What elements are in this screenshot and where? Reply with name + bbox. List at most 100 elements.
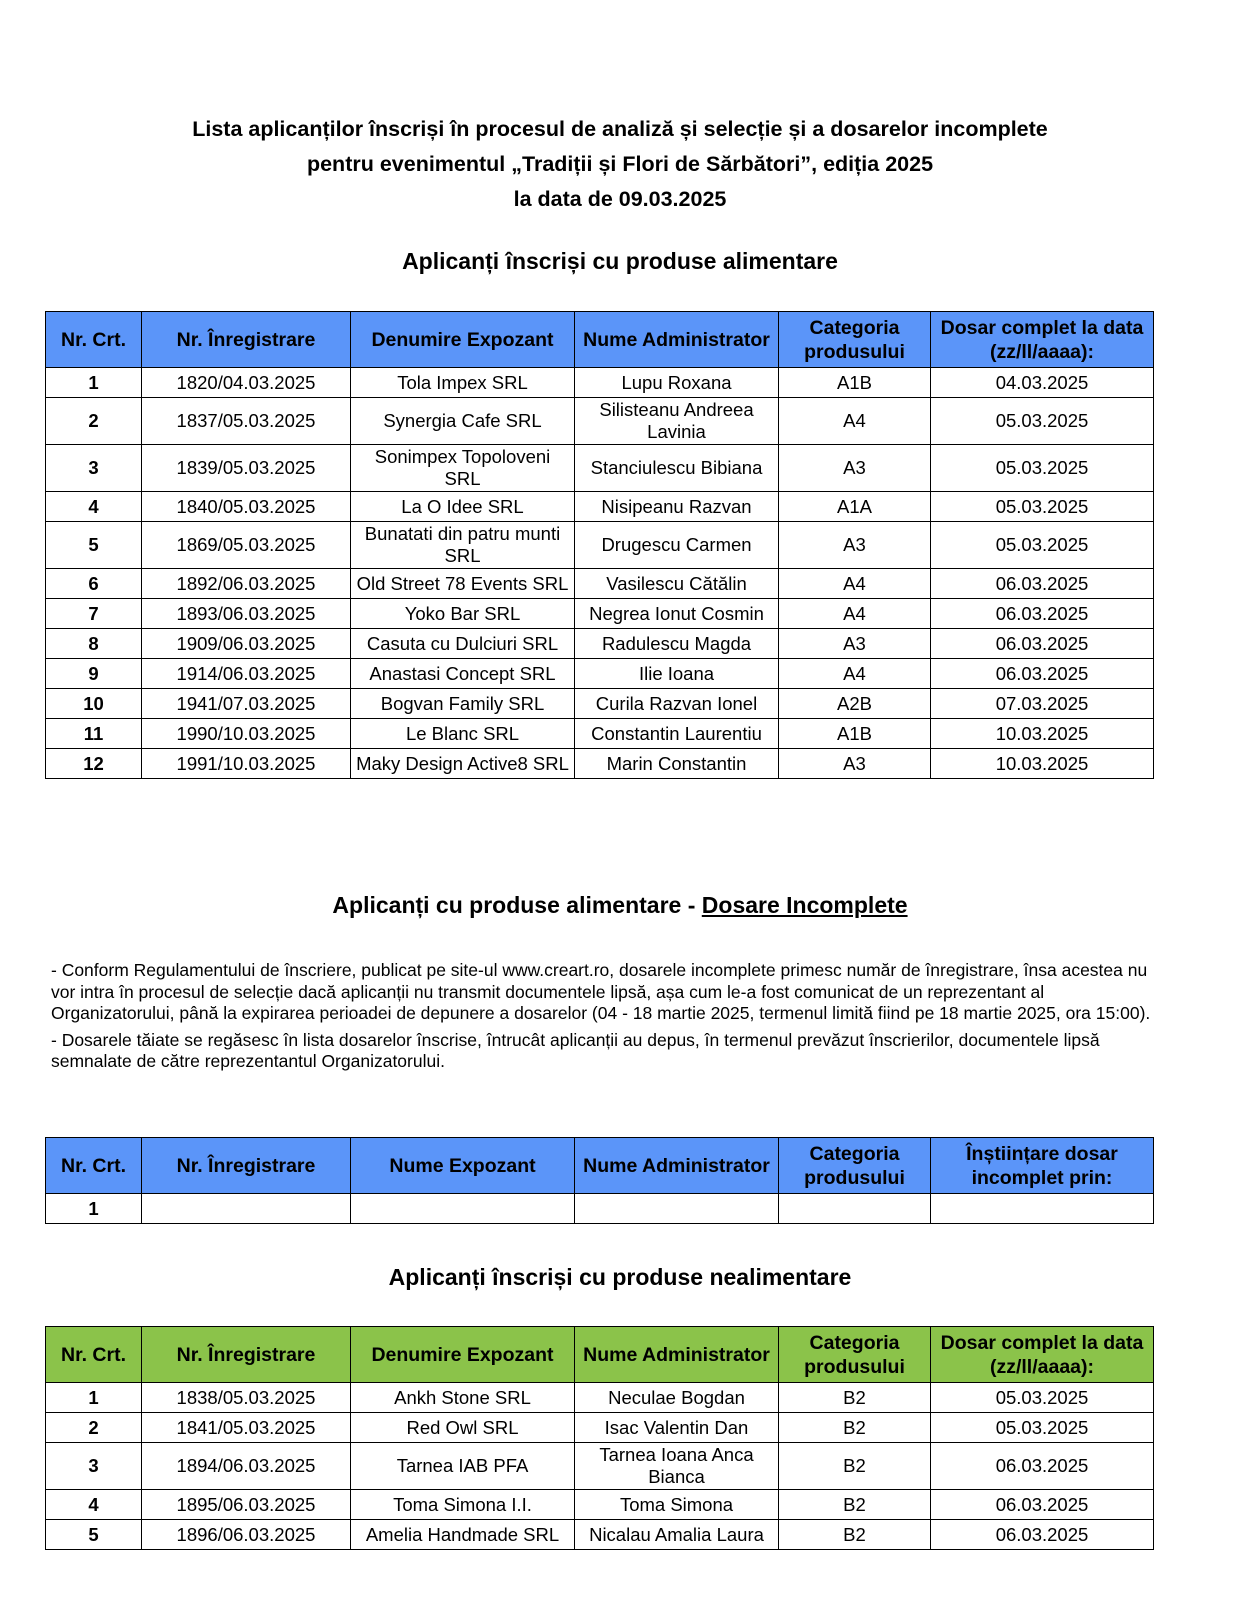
cell-row-number: 10 — [45, 688, 142, 719]
cell-product-category: B2 — [778, 1489, 931, 1520]
cell-status-date: 06.03.2025 — [930, 568, 1154, 599]
cell-product-category: A3 — [778, 748, 931, 779]
table-row: 3 1894/06.03.2025 Tarnea IAB PFA Tarnea Ioa… — [45, 1442, 1154, 1490]
incomplete-section-heading: Aplicanți cu produse alimentare - Dosare… — [0, 892, 1240, 919]
title-line-1: Lista aplicanților înscriși în procesul … — [192, 117, 1048, 141]
table-header-row: Nr. Crt. Nr. Înregistrare Denumire Expozan… — [45, 1326, 1154, 1383]
column-header-product-category: Categoria produsului — [778, 1137, 931, 1194]
heading-underlined: Dosare Incomplete — [701, 892, 908, 918]
column-header-administrator-name: Nume Administrator — [574, 1137, 779, 1194]
column-header-exhibitor-name: Denumire Expozant — [350, 1326, 575, 1383]
column-header-row-number: Nr. Crt. — [45, 1326, 142, 1383]
cell-administrator-name: Nisipeanu Razvan — [574, 491, 779, 522]
cell-row-number: 5 — [45, 1519, 142, 1550]
cell-registration-number: 1991/10.03.2025 — [141, 748, 351, 779]
cell-exhibitor-name: Amelia Handmade SRL — [350, 1519, 575, 1550]
cell-row-number: 7 — [45, 598, 142, 629]
cell-product-category: A3 — [778, 521, 931, 569]
cell-exhibitor-name: Tarnea IAB PFA — [350, 1442, 575, 1490]
column-header-row-number: Nr. Crt. — [45, 1137, 142, 1194]
cell-product-category: A3 — [778, 444, 931, 492]
table-row: 9 1914/06.03.2025 Anastasi Concept SRL Ilie… — [45, 658, 1154, 689]
food-applicants-table: Nr. Crt. Nr. Înregistrare Denumire Expozan… — [45, 311, 1154, 779]
table-row: 12 1991/10.03.2025 Maky Design Active8 SRL… — [45, 748, 1154, 779]
cell-row-number: 6 — [45, 568, 142, 599]
table-row: 8 1909/06.03.2025 Casuta cu Dulciuri SRL Ra… — [45, 628, 1154, 659]
cell-product-category: B2 — [778, 1382, 931, 1413]
cell-row-number: 12 — [45, 748, 142, 779]
table-header-row: Nr. Crt. Nr. Înregistrare Denumire Expozan… — [45, 311, 1154, 368]
cell-administrator-name: Isac Valentin Dan — [574, 1412, 779, 1443]
table-row: 10 1941/07.03.2025 Bogvan Family SRL Curila… — [45, 688, 1154, 719]
cell-row-number: 1 — [45, 1382, 142, 1413]
cell-registration-number: 1896/06.03.2025 — [141, 1519, 351, 1550]
cell-registration-number: 1840/05.03.2025 — [141, 491, 351, 522]
title-line-2: pentru evenimentul „Tradiții și Flori de… — [306, 152, 934, 176]
cell-product-category: A4 — [778, 658, 931, 689]
cell-row-number: 2 — [45, 1412, 142, 1443]
table-row: 7 1893/06.03.2025 Yoko Bar SRL Negrea Ionut… — [45, 598, 1154, 629]
cell-administrator-name — [574, 1193, 779, 1224]
title-date-line: la data de 09.03.2025 — [513, 187, 727, 211]
cell-exhibitor-name: Red Owl SRL — [350, 1412, 575, 1443]
cell-status-date: 06.03.2025 — [930, 658, 1154, 689]
cell-status-date: 06.03.2025 — [930, 1489, 1154, 1520]
cell-registration-number: 1941/07.03.2025 — [141, 688, 351, 719]
cell-exhibitor-name: Yoko Bar SRL — [350, 598, 575, 629]
cell-status-date: 07.03.2025 — [930, 688, 1154, 719]
cell-administrator-name: Negrea Ionut Cosmin — [574, 598, 779, 629]
cell-status-date: 06.03.2025 — [930, 598, 1154, 629]
cell-administrator-name: Marin Constantin — [574, 748, 779, 779]
cell-product-category: B2 — [778, 1442, 931, 1490]
cell-administrator-name: Stanciulescu Bibiana — [574, 444, 779, 492]
cell-registration-number: 1914/06.03.2025 — [141, 658, 351, 689]
cell-registration-number: 1837/05.03.2025 — [141, 397, 351, 445]
cell-product-category: A4 — [778, 397, 931, 445]
column-header-product-category: Categoria produsului — [778, 1326, 931, 1383]
column-header-administrator-name: Nume Administrator — [574, 1326, 779, 1383]
cell-registration-number: 1838/05.03.2025 — [141, 1382, 351, 1413]
cell-product-category: A1B — [778, 718, 931, 749]
cell-row-number: 2 — [45, 397, 142, 445]
cell-product-category: B2 — [778, 1412, 931, 1443]
column-header-product-category: Categoria produsului — [778, 311, 931, 368]
table-header-row: Nr. Crt. Nr. Înregistrare Nume Expozant Num… — [45, 1137, 1154, 1194]
table-row: 1 1820/04.03.2025 Tola Impex SRL Lupu Roxan… — [45, 367, 1154, 398]
cell-row-number: 1 — [45, 367, 142, 398]
cell-product-category: B2 — [778, 1519, 931, 1550]
cell-product-category: A4 — [778, 598, 931, 629]
table-row: 2 1841/05.03.2025 Red Owl SRL Isac Valentin… — [45, 1412, 1154, 1443]
cell-row-number: 3 — [45, 1442, 142, 1490]
cell-registration-number: 1869/05.03.2025 — [141, 521, 351, 569]
cell-row-number: 1 — [45, 1193, 142, 1224]
cell-administrator-name: Toma Simona — [574, 1489, 779, 1520]
cell-status-date: 05.03.2025 — [930, 491, 1154, 522]
cell-exhibitor-name: Synergia Cafe SRL — [350, 397, 575, 445]
cell-registration-number: 1990/10.03.2025 — [141, 718, 351, 749]
cell-product-category: A3 — [778, 628, 931, 659]
table-row: 4 1895/06.03.2025 Toma Simona I.I. Toma Sim… — [45, 1489, 1154, 1520]
cell-administrator-name: Drugescu Carmen — [574, 521, 779, 569]
cell-status-date: 06.03.2025 — [930, 1442, 1154, 1490]
cell-exhibitor-name: Old Street 78 Events SRL — [350, 568, 575, 599]
cell-status-date: 10.03.2025 — [930, 748, 1154, 779]
cell-registration-number: 1909/06.03.2025 — [141, 628, 351, 659]
cell-registration-number: 1895/06.03.2025 — [141, 1489, 351, 1520]
cell-status-date — [930, 1193, 1154, 1224]
cell-registration-number: 1894/06.03.2025 — [141, 1442, 351, 1490]
cell-administrator-name: Vasilescu Cătălin — [574, 568, 779, 599]
cell-administrator-name: Constantin Laurentiu — [574, 718, 779, 749]
column-header-registration-number: Nr. Înregistrare — [141, 311, 351, 368]
cell-product-category: A1A — [778, 491, 931, 522]
cell-row-number: 11 — [45, 718, 142, 749]
table-row: 6 1892/06.03.2025 Old Street 78 Events SRL… — [45, 568, 1154, 599]
incomplete-applicants-table: Nr. Crt. Nr. Înregistrare Nume Expozant Num… — [45, 1137, 1154, 1224]
cell-exhibitor-name: Tola Impex SRL — [350, 367, 575, 398]
cell-exhibitor-name: Ankh Stone SRL — [350, 1382, 575, 1413]
cell-product-category: A2B — [778, 688, 931, 719]
column-header-registration-number: Nr. Înregistrare — [141, 1326, 351, 1383]
column-header-status-date: Dosar complet la data (zz/ll/aaaa): — [930, 1326, 1154, 1383]
cell-exhibitor-name — [350, 1193, 575, 1224]
column-header-registration-number: Nr. Înregistrare — [141, 1137, 351, 1194]
cell-status-date: 05.03.2025 — [930, 397, 1154, 445]
